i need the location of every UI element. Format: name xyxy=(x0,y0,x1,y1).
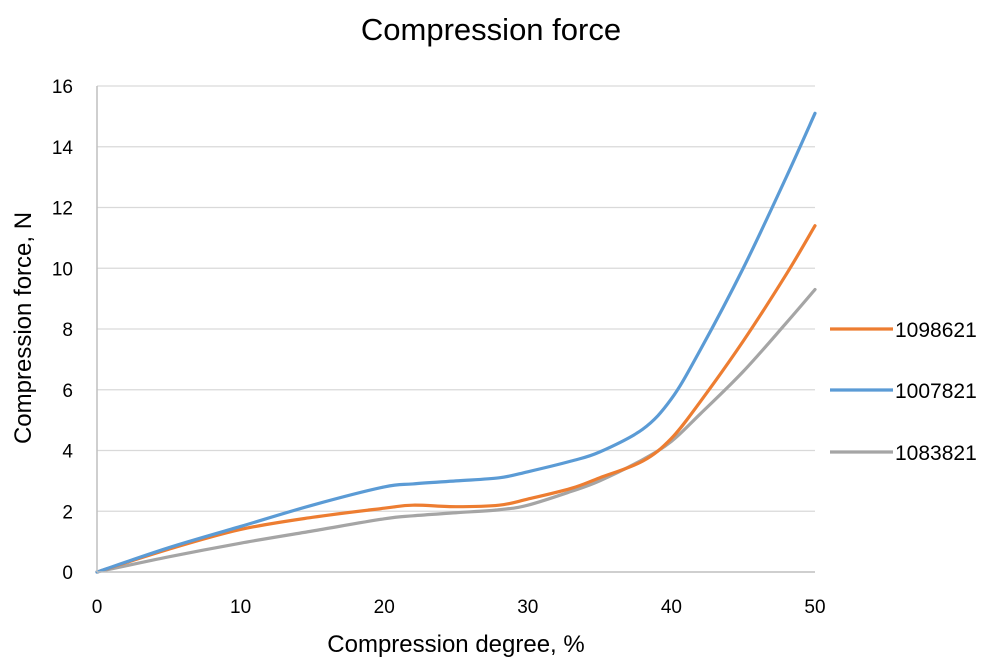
y-tick-label-2: 2 xyxy=(62,502,73,523)
legend-item-1098621: 1098621 xyxy=(830,319,977,342)
x-axis-title: Compression degree, % xyxy=(327,631,584,658)
y-tick-label-0: 0 xyxy=(62,563,73,584)
x-tick-label-30: 30 xyxy=(517,597,538,618)
legend-label-1007821: 1007821 xyxy=(895,380,977,403)
x-tick-label-50: 50 xyxy=(804,597,825,618)
y-tick-label-14: 14 xyxy=(52,138,74,159)
legend-item-1007821: 1007821 xyxy=(830,380,977,403)
series-line-1007821 xyxy=(95,111,817,574)
gridlines xyxy=(97,85,815,512)
y-tick-label-16: 16 xyxy=(52,77,73,98)
y-axis-title: Compression force, N xyxy=(10,212,37,444)
y-tick-label-8: 8 xyxy=(62,320,73,341)
axes xyxy=(96,86,815,573)
x-tick-label-20: 20 xyxy=(374,597,395,618)
series-lines xyxy=(95,111,817,574)
series-line-1083821 xyxy=(95,287,817,574)
y-tick-label-12: 12 xyxy=(52,199,73,220)
legend-label-1098621: 1098621 xyxy=(895,319,977,342)
legend: 1098621 1007821 1083821 xyxy=(830,319,977,465)
x-tick-label-10: 10 xyxy=(230,597,251,618)
legend-item-1083821: 1083821 xyxy=(830,442,977,465)
chart-title: Compression force xyxy=(361,12,621,47)
y-tick-label-10: 10 xyxy=(52,259,73,280)
x-tick-label-0: 0 xyxy=(92,597,103,618)
series-line-1098621 xyxy=(95,224,817,574)
y-tick-label-6: 6 xyxy=(62,381,73,402)
legend-label-1083821: 1083821 xyxy=(895,442,977,465)
x-tick-label-40: 40 xyxy=(661,597,682,618)
y-tick-label-4: 4 xyxy=(62,442,73,463)
tick-labels: 0 2 4 6 8 10 12 14 16 0 10 20 30 40 50 xyxy=(52,77,826,618)
